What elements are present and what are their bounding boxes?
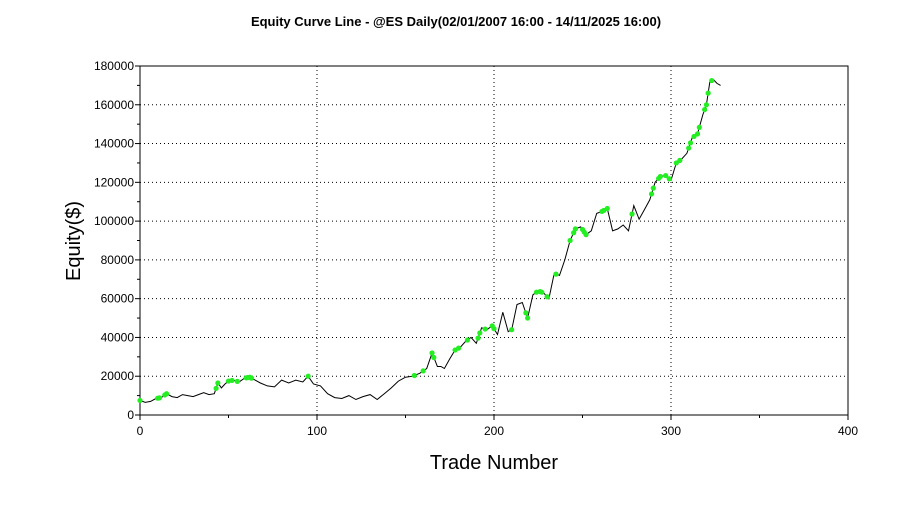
equity-high-marker xyxy=(229,377,235,384)
equity-high-marker xyxy=(629,211,635,217)
equity-high-marker xyxy=(523,310,529,316)
equity-high-marker xyxy=(572,226,579,232)
equity-high-marker xyxy=(411,372,417,379)
grid-layer xyxy=(140,66,848,415)
equity-high-marker xyxy=(213,385,219,391)
equity-high-marker xyxy=(491,326,497,332)
equity-high-marker xyxy=(709,77,715,84)
x-axis-title: Trade Number xyxy=(430,452,559,474)
y-axis-title: Equity($) xyxy=(63,201,85,281)
y-tick-label: 100000 xyxy=(94,214,134,228)
marker-layer xyxy=(137,77,715,404)
equity-high-marker xyxy=(431,354,437,361)
equity-high-marker xyxy=(571,230,577,236)
equity-high-marker xyxy=(482,326,488,332)
equity-high-marker xyxy=(694,131,701,137)
y-tick-label: 120000 xyxy=(94,175,134,189)
equity-high-marker xyxy=(234,378,240,384)
equity-high-marker xyxy=(163,391,170,397)
x-tick-label: 300 xyxy=(661,424,681,438)
y-tick-label: 80000 xyxy=(101,253,135,267)
tick-layer: 0 100 200 300 400 0 20000 40000 60000 80000 100000… xyxy=(94,59,858,438)
y-tick-label: 40000 xyxy=(101,330,135,344)
equity-high-marker xyxy=(663,172,669,179)
y-tick-label: 0 xyxy=(127,408,134,422)
equity-high-marker xyxy=(666,176,672,182)
equity-high-marker xyxy=(464,337,471,343)
y-tick-label: 180000 xyxy=(94,59,134,73)
equity-high-marker xyxy=(648,191,655,197)
equity-high-marker xyxy=(650,185,656,191)
equity-high-marker xyxy=(544,294,550,300)
x-tick-label: 100 xyxy=(307,424,327,438)
equity-high-marker xyxy=(687,140,694,146)
equity-high-marker xyxy=(248,375,255,381)
equity-high-marker xyxy=(567,237,573,244)
x-tick-label: 400 xyxy=(838,424,858,438)
y-tick-label: 140000 xyxy=(94,137,134,151)
y-tick-label: 160000 xyxy=(94,98,134,112)
equity-high-marker xyxy=(475,335,481,341)
equity-high-marker xyxy=(429,350,435,356)
equity-high-marker xyxy=(137,397,143,404)
equity-high-marker xyxy=(583,232,589,238)
equity-high-marker xyxy=(702,107,708,113)
equity-high-marker xyxy=(705,90,711,96)
equity-high-marker xyxy=(156,395,163,401)
equity-high-marker xyxy=(215,380,221,386)
equity-high-marker xyxy=(604,205,610,212)
y-tick-label: 60000 xyxy=(101,292,135,306)
equity-high-marker xyxy=(703,102,710,108)
equity-high-marker xyxy=(509,327,515,333)
equity-high-marker xyxy=(305,373,311,379)
chart-title: Equity Curve Line - @ES Daily(02/01/2007… xyxy=(250,14,662,29)
equity-high-marker xyxy=(677,157,683,163)
equity-high-marker xyxy=(539,289,545,295)
y-tick-label: 20000 xyxy=(101,369,135,383)
x-tick-label: 200 xyxy=(484,424,504,438)
equity-high-marker xyxy=(477,330,483,336)
equity-high-marker xyxy=(420,368,426,374)
equity-high-marker xyxy=(686,145,692,151)
x-tick-label: 0 xyxy=(137,424,144,438)
equity-high-marker xyxy=(696,124,702,130)
equity-high-marker xyxy=(456,345,462,351)
equity-high-marker xyxy=(657,173,663,180)
equity-high-marker xyxy=(553,271,559,277)
equity-high-marker xyxy=(525,315,531,321)
